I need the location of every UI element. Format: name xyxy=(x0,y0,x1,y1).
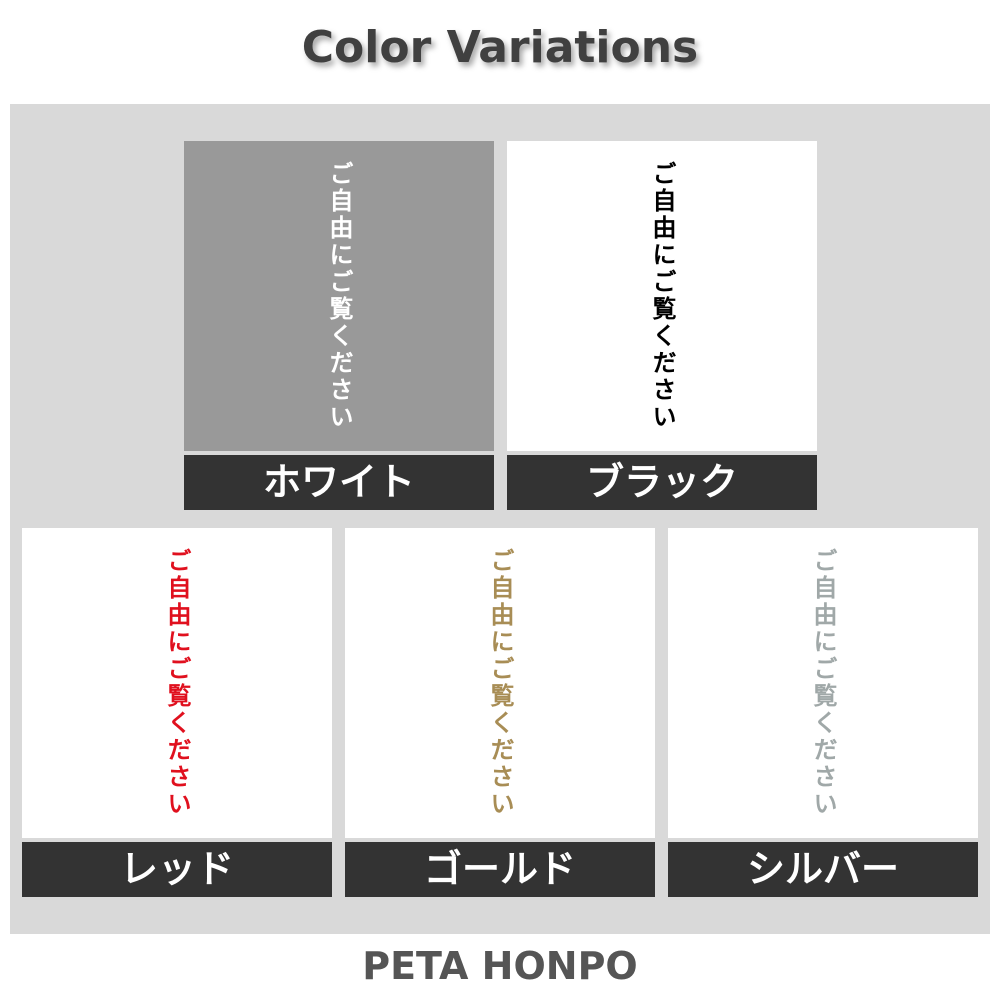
variant-card-gold: ご自由にご覧ください ゴールド xyxy=(345,528,655,897)
swatch: ご自由にご覧ください xyxy=(668,528,978,838)
variant-label: ゴールド xyxy=(345,842,655,897)
swatch: ご自由にご覧ください xyxy=(22,528,332,838)
variant-card-black: ご自由にご覧ください ブラック xyxy=(507,141,817,510)
variant-label: シルバー xyxy=(668,842,978,897)
swatch: ご自由にご覧ください xyxy=(507,141,817,451)
page-title: Color Variations xyxy=(301,22,699,73)
swatch: ご自由にご覧ください xyxy=(345,528,655,838)
variations-panel: ご自由にご覧ください ホワイト ご自由にご覧ください ブラック ご自由にご覧くだ… xyxy=(10,104,990,934)
variant-label: レッド xyxy=(22,842,332,897)
swatch: ご自由にご覧ください xyxy=(184,141,494,451)
variant-card-white: ご自由にご覧ください ホワイト xyxy=(184,141,494,510)
sample-text: ご自由にご覧ください xyxy=(648,161,676,431)
sample-text: ご自由にご覧ください xyxy=(809,548,837,818)
variant-card-red: ご自由にご覧ください レッド xyxy=(22,528,332,897)
variant-card-silver: ご自由にご覧ください シルバー xyxy=(668,528,978,897)
variant-label: ホワイト xyxy=(184,455,494,510)
brand-name: PETA HONPO xyxy=(362,944,638,988)
variant-label: ブラック xyxy=(507,455,817,510)
sample-text: ご自由にご覧ください xyxy=(486,548,514,818)
sample-text: ご自由にご覧ください xyxy=(325,161,353,431)
sample-text: ご自由にご覧ください xyxy=(163,548,191,818)
